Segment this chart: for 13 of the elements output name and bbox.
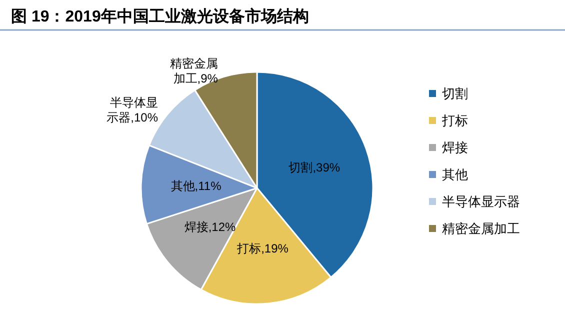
legend-label: 其他 <box>442 167 468 182</box>
data-label: 切割,39% <box>288 160 340 174</box>
data-label: 其他,11% <box>170 179 222 194</box>
data-label: 精密金属加工,9% <box>170 56 218 86</box>
legend-label: 精密金属加工 <box>442 221 520 236</box>
data-label: 半导体显示器,10% <box>106 96 158 125</box>
legend-label: 焊接 <box>442 140 468 155</box>
data-label: 打标,19% <box>236 242 289 256</box>
data-label: 焊接,12% <box>184 220 236 234</box>
chart-title: 图 19：2019年中国工业激光设备市场结构 <box>11 8 309 26</box>
legend-label: 切割 <box>442 86 468 101</box>
legend-label: 打标 <box>441 113 468 128</box>
legend-label: 半导体显示器 <box>442 194 520 209</box>
